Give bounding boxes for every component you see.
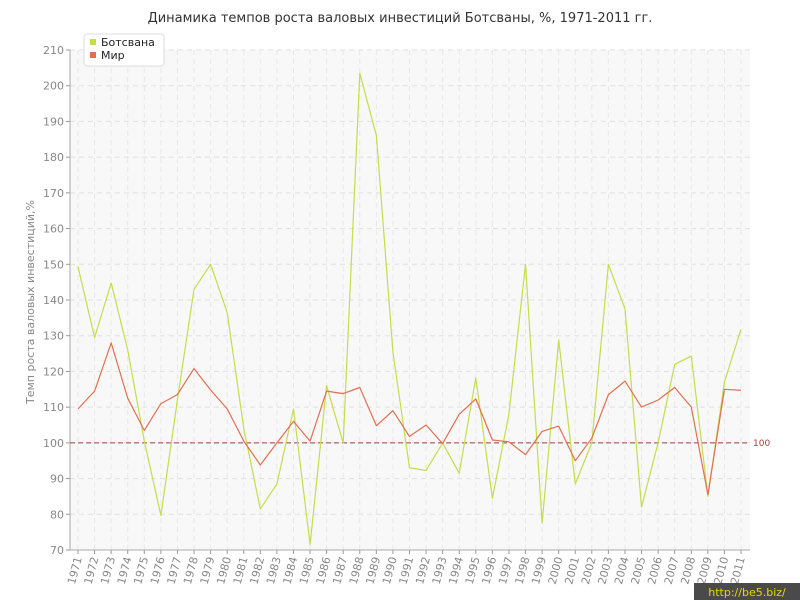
y-tick-label: 100 <box>43 437 64 450</box>
legend-box <box>83 33 165 67</box>
y-tick-label: 120 <box>43 365 64 378</box>
y-tick-label: 150 <box>43 258 64 271</box>
y-tick-label: 190 <box>43 115 64 128</box>
series-line-botswana[interactable] <box>77 72 742 546</box>
watermark-text[interactable]: http://be5.biz/ <box>708 586 786 599</box>
y-tick-label: 130 <box>43 330 64 343</box>
watermark[interactable]: http://be5.biz/ <box>694 583 800 600</box>
legend-label-botswana: Ботсвана <box>101 36 155 49</box>
y-tick-label: 110 <box>43 401 64 414</box>
y-tick-label: 90 <box>50 473 64 486</box>
series-line-world[interactable] <box>77 342 742 496</box>
legend-swatch-botswana <box>90 39 96 45</box>
legend-swatch-world <box>90 52 96 58</box>
y-tick-label: 160 <box>43 223 64 236</box>
y-tick-label: 210 <box>43 44 64 57</box>
reference-line-label: 100 <box>753 439 770 449</box>
reference-line: 100 <box>70 439 770 449</box>
y-tick-label: 140 <box>43 294 64 307</box>
legend[interactable]: Ботсвана Мир <box>83 33 165 67</box>
y-tick-label: 80 <box>50 508 64 521</box>
legend-label-world: Мир <box>101 49 125 62</box>
y-tick-label: 170 <box>43 187 64 200</box>
watermark-bg <box>694 583 800 600</box>
y-tick-label: 180 <box>43 151 64 164</box>
y-axis-ticks: 70 80 90 100 110 120 130 140 150 160 170 180 190 200 2… <box>43 44 70 557</box>
y-axis-label: Темп роста валовых инвестиций,% <box>24 200 37 405</box>
chart-title: Динамика темпов роста валовых инвестиций… <box>148 11 653 26</box>
series-group <box>77 72 742 546</box>
y-tick-label: 200 <box>43 80 64 93</box>
y-tick-label: 70 <box>50 544 64 557</box>
grid <box>70 49 750 551</box>
